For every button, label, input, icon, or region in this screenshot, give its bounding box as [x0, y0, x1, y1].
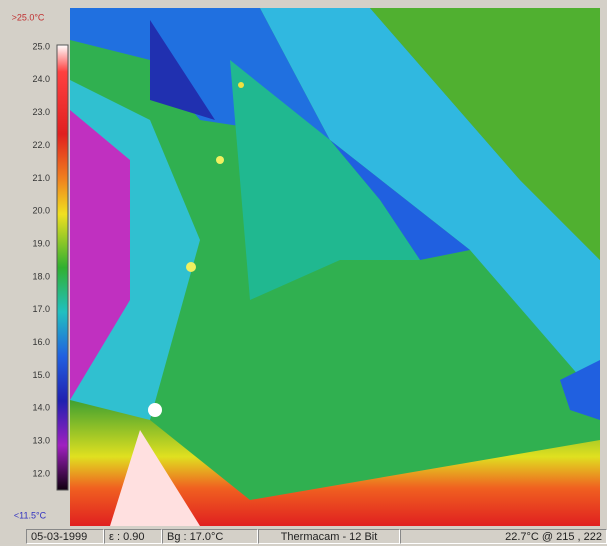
viewer-canvas: >25.0°C <11.5°C 25.0 24.0 23.0 22.0 21.0 20.0… — [0, 0, 607, 528]
scale-tick-label: 12.0 — [32, 468, 50, 478]
scale-tick-label: 22.0 — [32, 140, 50, 150]
scale-max-label: >25.0°C — [12, 12, 45, 22]
status-camera: Thermacam - 12 Bit — [258, 529, 400, 544]
scale-tick-label: 19.0 — [32, 238, 50, 248]
status-date: 05-03-1999 — [26, 529, 104, 544]
status-emissivity: ε : 0.90 — [104, 529, 162, 544]
scale-tick-label: 24.0 — [32, 74, 50, 84]
scale-tick-label: 16.0 — [32, 337, 50, 347]
scale-tick-label: 21.0 — [32, 173, 50, 183]
scale-tick-label: 18.0 — [32, 271, 50, 281]
scale-tick-label: 25.0 — [32, 41, 50, 51]
status-background: Bg : 17.0°C — [162, 529, 258, 544]
color-bar — [57, 45, 68, 490]
scale-tick-label: 15.0 — [32, 370, 50, 380]
scale-min-label: <11.5°C — [14, 510, 47, 520]
scale-tick-label: 14.0 — [32, 403, 50, 413]
status-cursor: 22.7°C @ 215 , 222 — [400, 529, 607, 544]
scale-tick-label: 20.0 — [32, 206, 50, 216]
scale-tick-label: 17.0 — [32, 304, 50, 314]
thermal-image — [70, 8, 600, 526]
scale-tick-label: 23.0 — [32, 107, 50, 117]
scale-tick-label: 13.0 — [32, 436, 50, 446]
thermal-viewer: >25.0°C <11.5°C 25.0 24.0 23.0 22.0 21.0 20.0… — [0, 0, 607, 546]
